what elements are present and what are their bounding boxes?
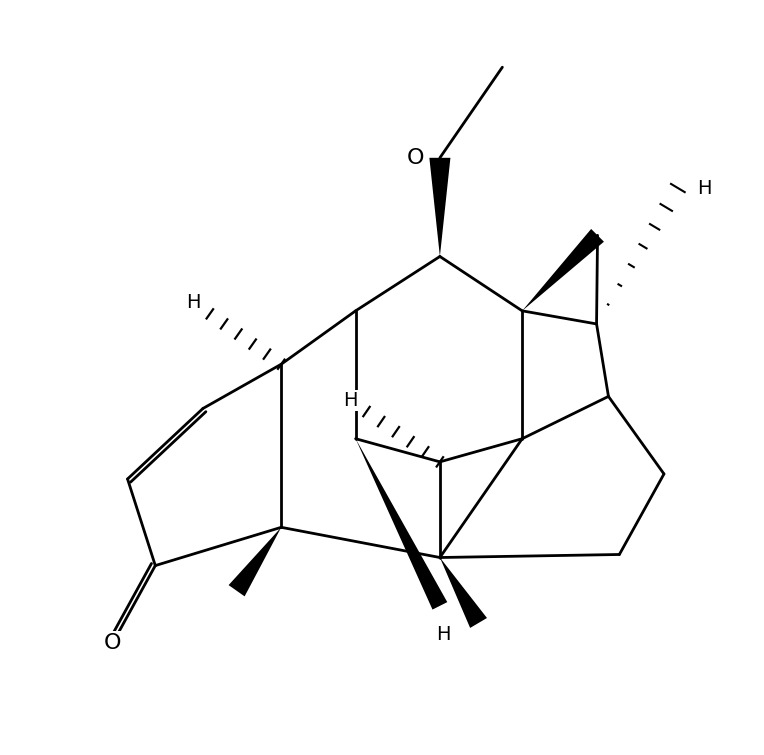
Polygon shape [440, 557, 487, 628]
Polygon shape [355, 439, 447, 609]
Text: O: O [104, 633, 121, 653]
Polygon shape [228, 527, 281, 596]
Text: O: O [407, 148, 425, 168]
Text: H: H [697, 178, 711, 198]
Text: H: H [186, 293, 200, 312]
Text: H: H [343, 391, 358, 410]
Polygon shape [429, 158, 451, 257]
Text: H: H [436, 625, 451, 644]
Polygon shape [522, 229, 604, 311]
